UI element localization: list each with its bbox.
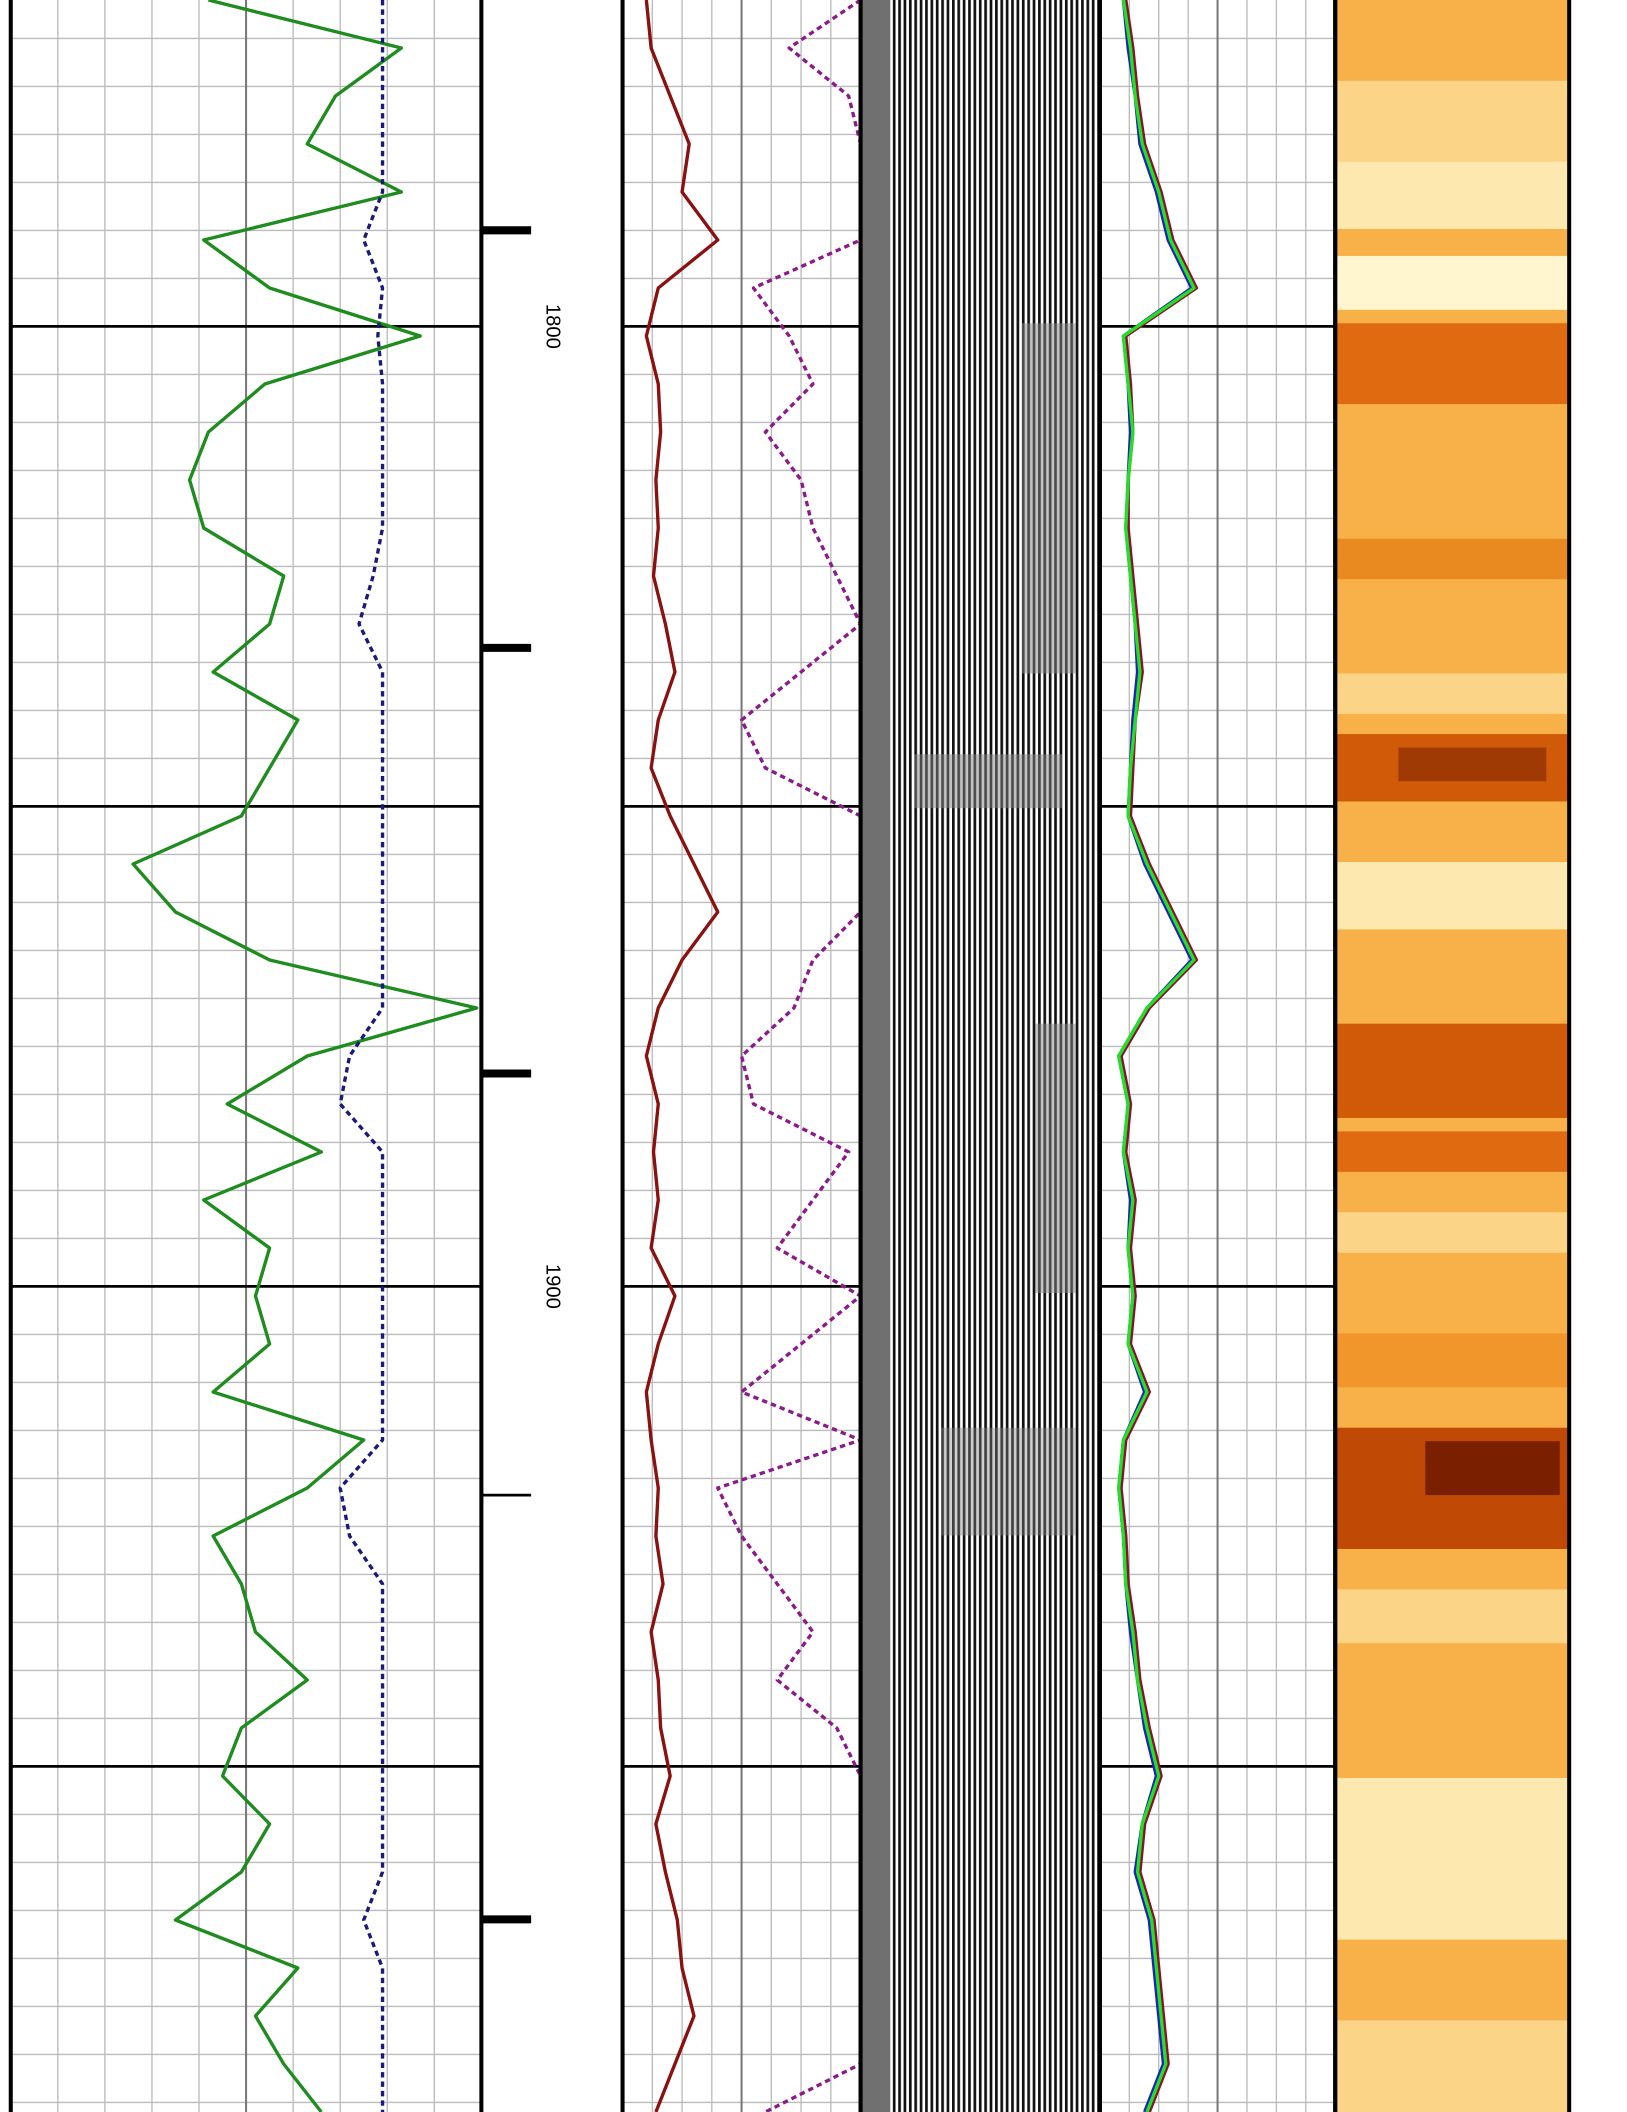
log-curve (1117, 0, 1196, 2112)
log-curve (716, 0, 863, 2112)
log-curve (131, 0, 479, 2112)
depth-label: 1800 (542, 304, 564, 349)
image-track (860, 0, 1100, 2112)
log-curve (644, 0, 720, 2112)
log-curve (338, 0, 385, 2112)
depth-marks (481, 226, 532, 1924)
log-curve (1119, 0, 1199, 2112)
heat-track (1333, 0, 1572, 2112)
depth-label: 1900 (542, 1264, 564, 1309)
